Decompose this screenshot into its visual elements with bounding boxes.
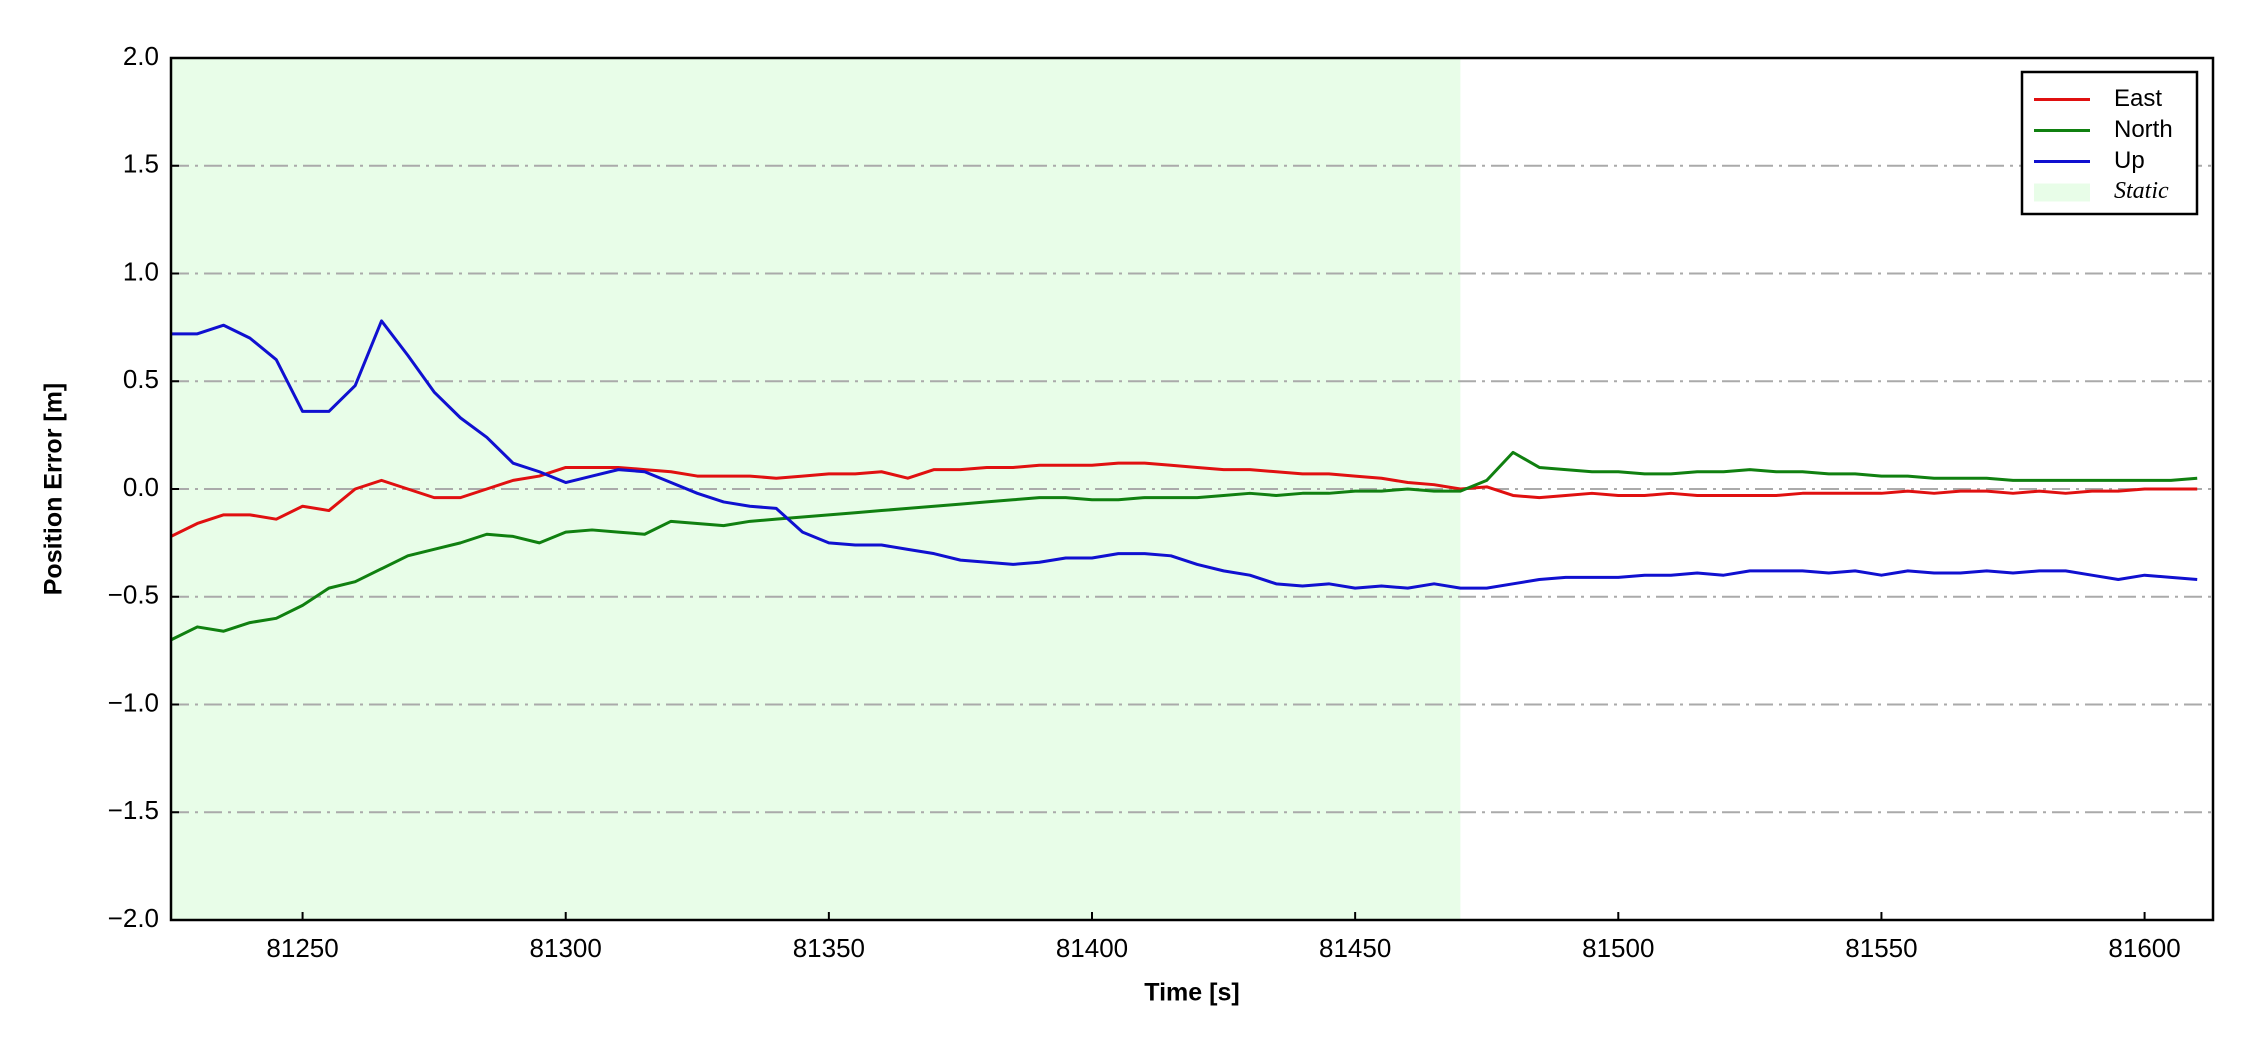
series-line xyxy=(171,450,2198,642)
y-tick-label: 2.0 xyxy=(123,41,159,71)
y-axis-label: Position Error [m] xyxy=(40,383,68,596)
legend-label: Static xyxy=(2114,178,2169,204)
x-tick-label: 81600 xyxy=(2108,933,2180,963)
x-axis-label: Time [s] xyxy=(1144,979,1239,1007)
y-tick-label: 0.5 xyxy=(123,364,159,394)
y-tick-label: −0.5 xyxy=(108,580,159,610)
x-tick-label: 81250 xyxy=(266,933,338,963)
legend-swatch xyxy=(2034,183,2090,202)
x-tick-label: 81450 xyxy=(1319,933,1391,963)
y-tick-label: 1.5 xyxy=(123,149,159,179)
series-line xyxy=(171,461,2198,538)
legend-label: East xyxy=(2114,85,2162,112)
x-tick-label: 81300 xyxy=(530,933,602,963)
y-tick-label: 0.0 xyxy=(123,472,159,502)
y-tick-label: −1.0 xyxy=(108,687,159,717)
plot-frame xyxy=(169,56,2215,922)
x-tick-label: 81550 xyxy=(1845,933,1917,963)
legend-label: Up xyxy=(2114,147,2145,174)
legend-label: North xyxy=(2114,116,2173,143)
x-tick-label: 81350 xyxy=(793,933,865,963)
y-tick-label: 1.0 xyxy=(123,256,159,286)
y-tick-label: −1.5 xyxy=(108,795,159,825)
x-tick-label: 81500 xyxy=(1582,933,1654,963)
y-tick-label: −2.0 xyxy=(108,903,159,933)
x-tick-label: 81400 xyxy=(1056,933,1128,963)
series-line xyxy=(171,319,2198,590)
